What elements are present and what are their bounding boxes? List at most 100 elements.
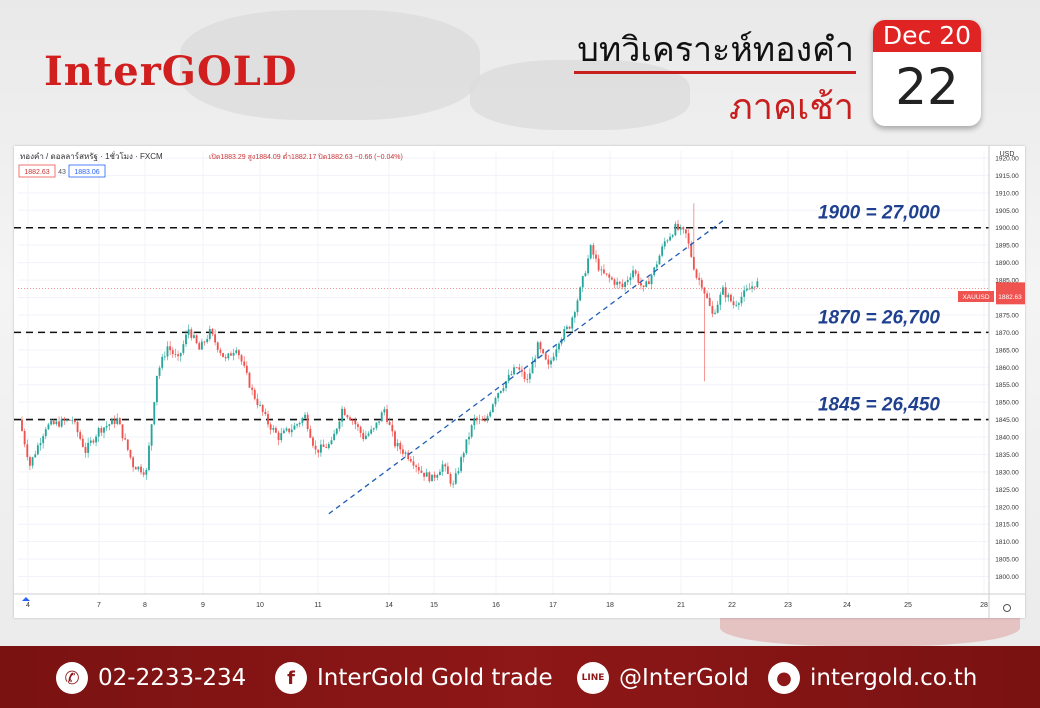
candle-body xyxy=(745,288,748,291)
candle-body xyxy=(409,459,412,462)
candle-body xyxy=(317,449,320,453)
candle-body xyxy=(322,444,325,447)
candle-body xyxy=(650,275,653,285)
candle-body xyxy=(312,437,314,446)
candle-body xyxy=(81,438,84,447)
candle-body xyxy=(568,326,571,329)
candle-body xyxy=(441,464,444,472)
y-tick-label: 1895.00 xyxy=(995,243,1019,250)
candle-body xyxy=(505,381,507,389)
ask-box[interactable] xyxy=(68,164,106,178)
candle-body xyxy=(208,328,211,339)
y-tick-label: 1890.00 xyxy=(995,260,1019,267)
website-url: intergold.co.th xyxy=(810,665,978,691)
candle-body xyxy=(198,343,201,350)
candle-body xyxy=(486,416,489,421)
candle-body xyxy=(251,387,254,390)
candle-body xyxy=(232,352,235,356)
candle-body xyxy=(513,367,515,375)
settings-icon[interactable] xyxy=(1003,604,1011,612)
candle-body xyxy=(370,429,373,434)
level-label: 1870 = 26,700 xyxy=(818,307,940,328)
candle-body xyxy=(465,439,468,454)
candle-body xyxy=(87,442,90,453)
y-tick-label: 1860.00 xyxy=(995,365,1019,372)
candle-body xyxy=(468,436,470,440)
candle-body xyxy=(669,236,671,241)
page-title: บทวิเคราะห์ทองคำ xyxy=(577,30,854,70)
candle-body xyxy=(743,290,746,297)
footer-website[interactable]: ● intergold.co.th xyxy=(768,662,977,694)
footer-line[interactable]: LINE @InterGold xyxy=(577,662,749,694)
phone-icon: ✆ xyxy=(56,662,88,694)
candle-body xyxy=(542,349,545,354)
line-icon: LINE xyxy=(577,662,609,694)
price-chart[interactable]: 1800.00 1805.00 1810.00 1815.00 1820.00 1825.… xyxy=(14,146,1025,618)
candle-body xyxy=(383,409,386,413)
candle-body xyxy=(634,270,637,274)
candle-body xyxy=(351,420,354,422)
y-tick-label: 1815.00 xyxy=(995,522,1019,529)
candle-body xyxy=(359,426,362,433)
ohlc-readout: เปิด1883.29 สูง1884.09 ต่ำ1882.17 ปิด188… xyxy=(209,152,403,161)
tradingview-icon[interactable] xyxy=(22,597,30,601)
candle-body xyxy=(571,317,574,329)
candle-body xyxy=(79,432,82,439)
candle-body xyxy=(629,277,632,281)
candle-body xyxy=(632,270,634,278)
candle-body xyxy=(661,246,664,256)
x-tick-label: 22 xyxy=(728,602,736,609)
candle-body xyxy=(52,421,55,425)
candle-body xyxy=(211,328,214,335)
y-tick-label: 1830.00 xyxy=(995,469,1019,476)
title-underline xyxy=(574,71,856,74)
footer-facebook[interactable]: f InterGold Gold trade xyxy=(275,662,553,694)
candle-body xyxy=(399,442,402,450)
candle-body xyxy=(58,421,60,427)
candle-body xyxy=(751,286,753,289)
candle-body xyxy=(478,419,481,421)
candle-body xyxy=(449,474,452,484)
candle-body xyxy=(301,418,304,423)
y-tick-label: 1920.00 xyxy=(995,155,1019,162)
candle-body xyxy=(396,442,399,447)
bid-box[interactable] xyxy=(18,164,56,178)
candle-body xyxy=(126,439,129,450)
candle-body xyxy=(108,424,111,426)
candle-body xyxy=(113,419,116,424)
y-tick-label: 1885.00 xyxy=(995,278,1019,285)
candle-body xyxy=(603,269,605,274)
level-labels: 1900 = 27,000 1870 = 26,700 1845 = 26,450 xyxy=(818,203,940,416)
candle-body xyxy=(21,419,23,432)
candle-body xyxy=(547,359,550,365)
candles xyxy=(21,203,759,489)
level-label: 1900 = 27,000 xyxy=(818,203,940,224)
candle-body xyxy=(589,245,592,259)
candle-body xyxy=(515,367,518,369)
bid-value: 1882.63 xyxy=(24,169,49,176)
spread-value: 43 xyxy=(58,169,66,176)
price-tag-symbol-text: XAUUSD xyxy=(962,294,989,301)
candle-body xyxy=(640,282,642,286)
candle-body xyxy=(446,466,449,475)
x-tick-label: 7 xyxy=(97,602,101,609)
candle-body xyxy=(50,421,53,425)
support-resistance-lines xyxy=(14,226,989,421)
candle-body xyxy=(394,431,396,447)
x-tick-label: 10 xyxy=(256,602,264,609)
footer-phone[interactable]: ✆ 02-2233-234 xyxy=(56,662,246,694)
candle-body xyxy=(227,353,230,359)
candle-body xyxy=(55,421,58,425)
footer-bar: ✆ 02-2233-234 f InterGold Gold trade LIN… xyxy=(0,646,1040,708)
y-tick-label: 1845.00 xyxy=(995,417,1019,424)
candle-body xyxy=(362,432,365,440)
page-subtitle: ภาคเช้า xyxy=(729,87,854,128)
candle-body xyxy=(679,227,682,230)
candle-body xyxy=(573,312,576,318)
candle-body xyxy=(476,417,478,420)
y-tick-label: 1875.00 xyxy=(995,312,1019,319)
candle-body xyxy=(444,464,447,467)
candle-body xyxy=(325,446,328,448)
candle-body xyxy=(132,457,135,468)
candle-body xyxy=(378,421,381,423)
